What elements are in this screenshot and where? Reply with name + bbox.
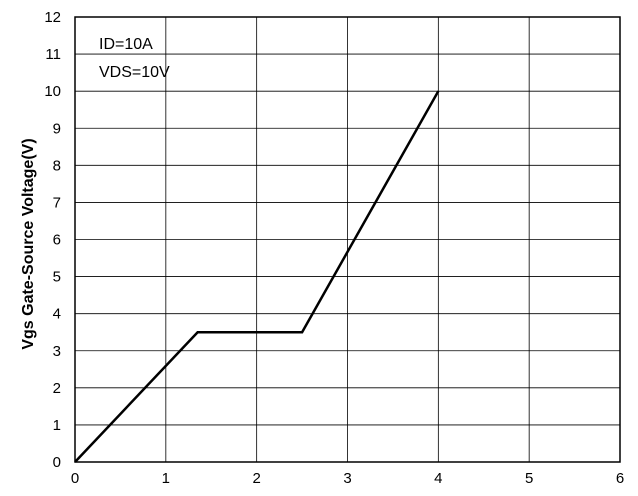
- x-tick-label: 0: [71, 470, 79, 487]
- y-tick-label: 10: [44, 83, 61, 100]
- y-tick-label: 5: [53, 269, 61, 286]
- annotation-box: ID=10A VDS=10V: [99, 36, 170, 81]
- series-layer: [74, 90, 440, 463]
- annotation-vds: VDS=10V: [99, 64, 170, 81]
- x-axis-ticks: 0 1 2 3 4 5 6: [71, 470, 624, 487]
- y-tick-label: 4: [53, 306, 61, 323]
- x-tick-label: 6: [616, 470, 624, 487]
- x-tick-label: 5: [525, 470, 533, 487]
- grid: [74, 16, 621, 463]
- x-tick-label: 1: [162, 470, 170, 487]
- plot-frame: [74, 16, 621, 463]
- y-tick-label: 2: [53, 380, 61, 397]
- y-tick-label: 3: [53, 343, 61, 360]
- x-tick-label: 4: [434, 470, 442, 487]
- y-tick-label: 11: [45, 46, 61, 63]
- annotation-id: ID=10A: [99, 36, 153, 53]
- x-tick-label: 3: [343, 470, 351, 487]
- y-tick-label: 6: [53, 232, 61, 249]
- series-line: [74, 90, 440, 463]
- y-tick-label: 12: [44, 9, 61, 26]
- y-tick-label: 0: [53, 454, 61, 471]
- y-tick-label: 8: [53, 157, 61, 174]
- y-tick-label: 9: [53, 120, 61, 137]
- y-tick-label: 1: [53, 417, 61, 434]
- x-tick-label: 2: [252, 470, 260, 487]
- y-tick-label: 7: [53, 194, 61, 211]
- y-axis-label: Vgs Gate-Source Voltage(V): [20, 138, 37, 349]
